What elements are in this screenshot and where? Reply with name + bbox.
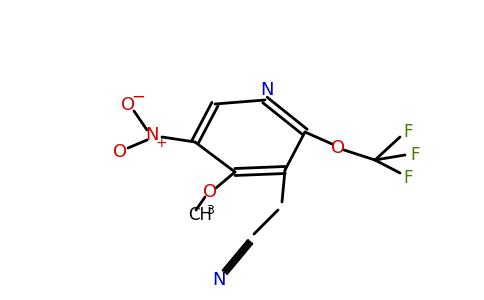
Text: O: O [113,143,127,161]
Text: +: + [155,136,167,150]
Text: F: F [403,123,413,141]
Text: O: O [203,183,217,201]
Text: F: F [403,169,413,187]
Text: −: − [131,88,145,106]
Text: CH: CH [188,206,212,224]
Text: 3: 3 [206,205,214,218]
Text: N: N [145,126,159,144]
Text: F: F [410,146,420,164]
Text: O: O [121,96,135,114]
Text: O: O [331,139,345,157]
Text: N: N [212,271,226,289]
Text: N: N [260,81,274,99]
